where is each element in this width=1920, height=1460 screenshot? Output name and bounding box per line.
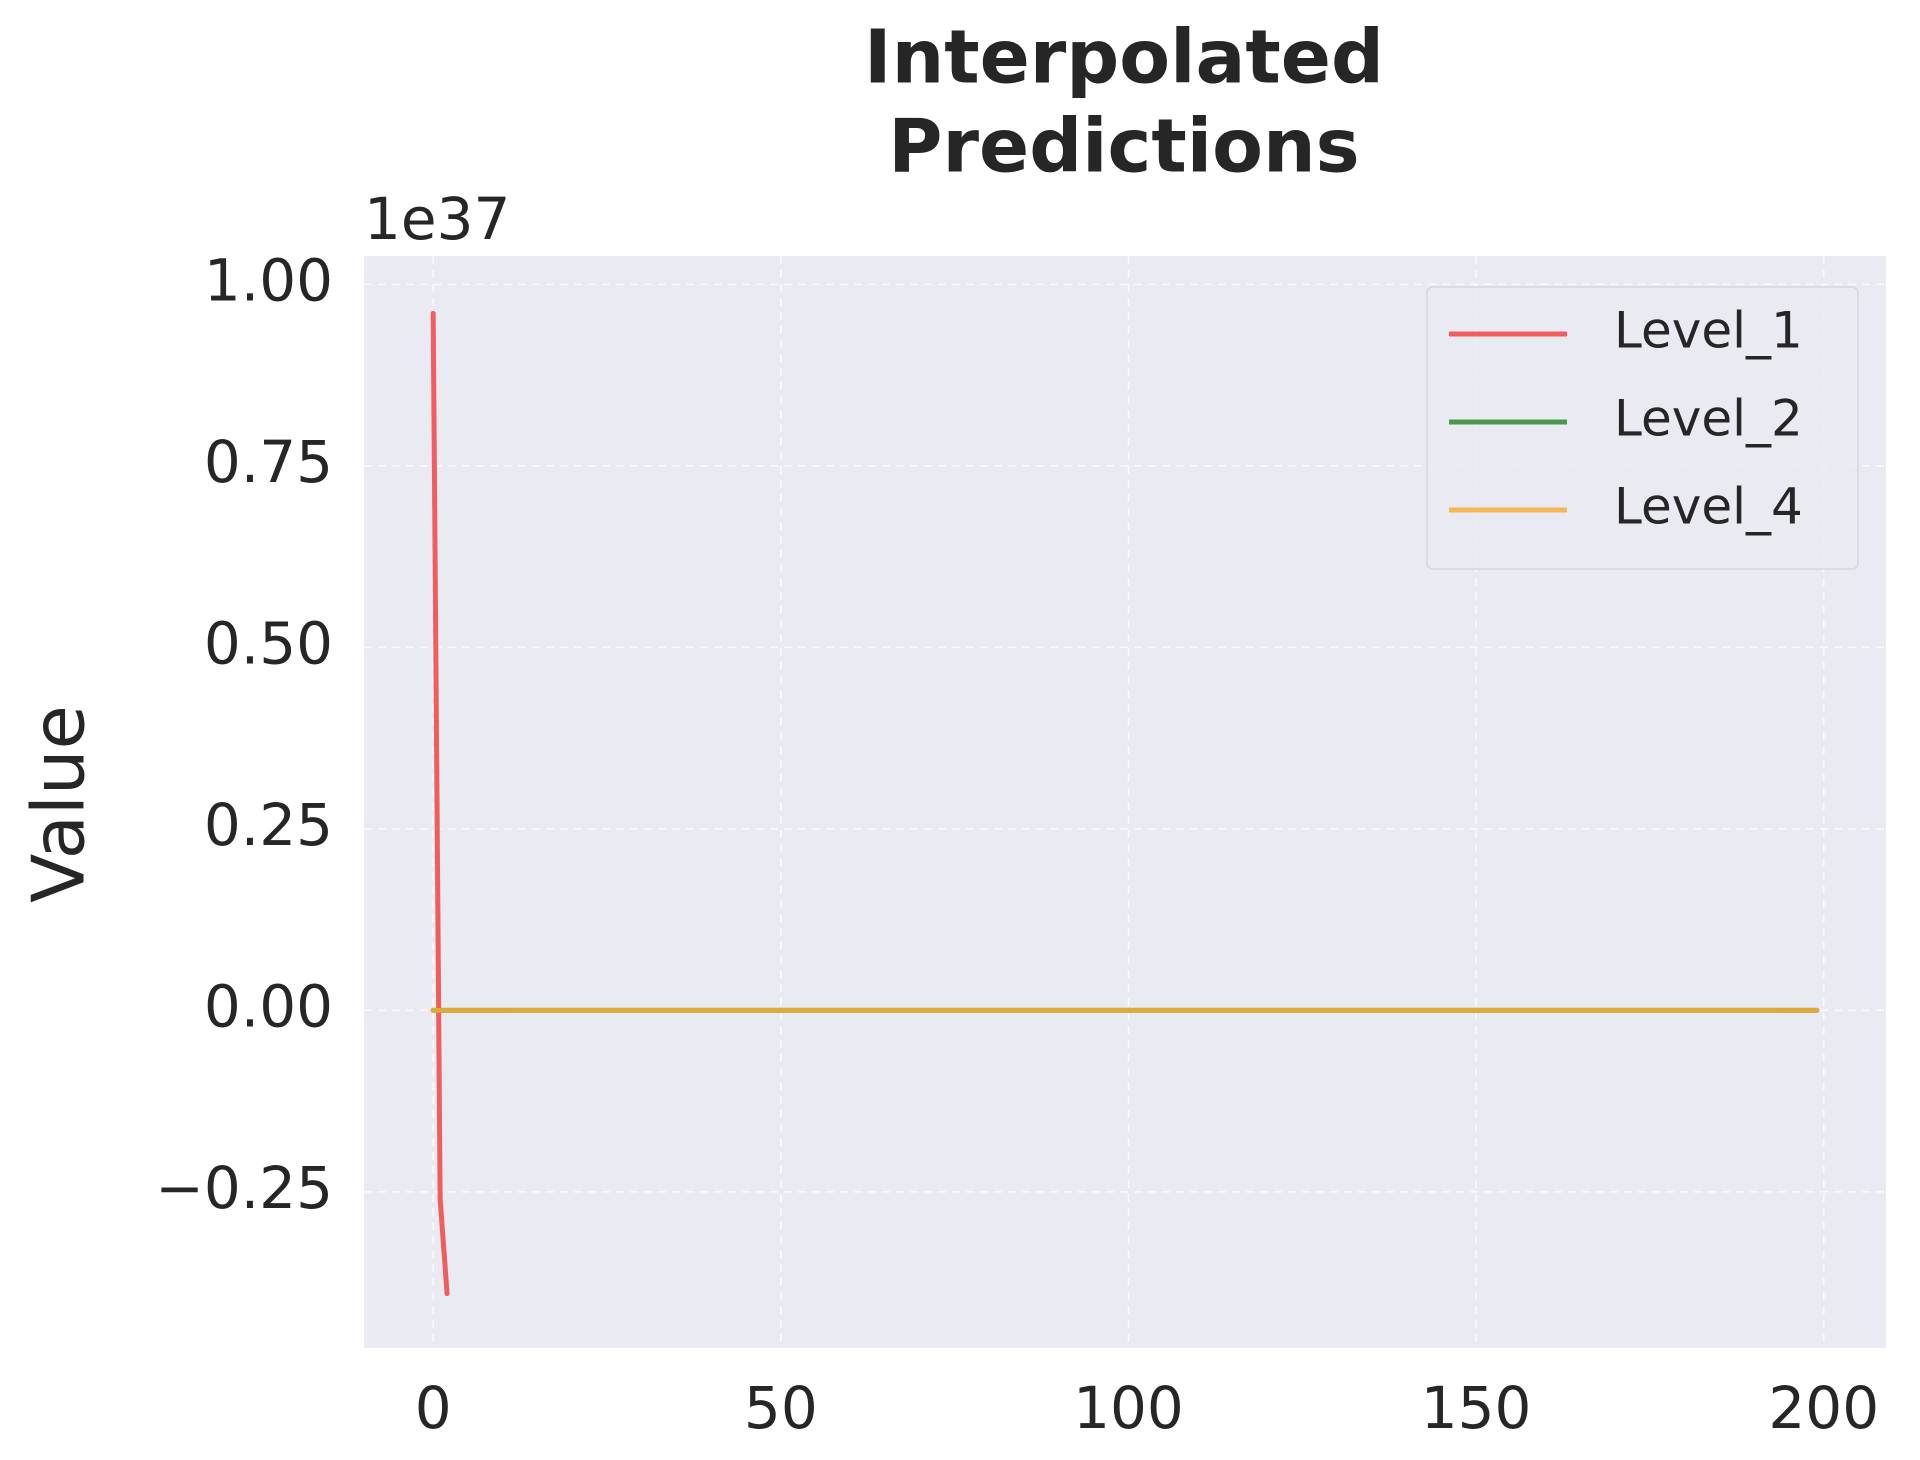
legend-label: Level_2: [1614, 390, 1803, 448]
y-tick-label: −0.25: [155, 1154, 333, 1222]
y-tick-label: 0.00: [204, 972, 333, 1040]
y-axis-label: Value: [17, 705, 101, 903]
line: [430, 310, 450, 1297]
legend-box: [1426, 286, 1859, 570]
y-offset-text: 1e37: [364, 185, 510, 253]
y-tick-label: 1.00: [204, 246, 333, 314]
y-tick-label: 0.50: [204, 609, 333, 677]
chart-title: Interpolated: [864, 15, 1384, 101]
x-tick-label: 100: [1073, 1374, 1184, 1442]
legend-label: Level_4: [1614, 478, 1803, 536]
x-tick-label: 150: [1421, 1374, 1532, 1442]
y-tick-label: 0.75: [204, 428, 333, 496]
y-tick-label: 0.25: [204, 791, 333, 859]
x-tick-label: 0: [415, 1374, 452, 1442]
chart-title: Predictions: [888, 104, 1359, 190]
x-tick-label: 50: [744, 1374, 818, 1442]
legend-label: Level_1: [1614, 302, 1803, 360]
x-tick-label: 200: [1768, 1374, 1879, 1442]
